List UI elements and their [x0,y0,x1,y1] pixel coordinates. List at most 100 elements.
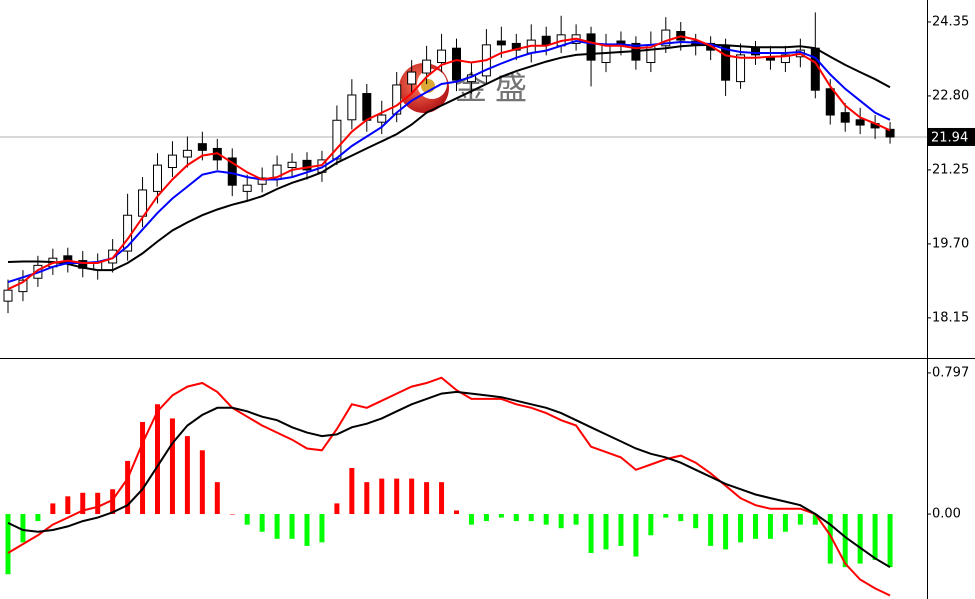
y-tick-label: 24.35 [932,14,969,29]
macd-histogram-bar [199,450,205,515]
macd-histogram-bar [872,514,878,561]
candle-body [661,29,671,47]
candle-body [18,279,28,293]
macd-histogram-bar [782,514,788,532]
y-tick-label: 22.80 [932,88,969,103]
macd-histogram-bar [140,421,146,515]
last-price-box [928,127,975,146]
macd-histogram-bar [214,482,220,515]
candle-body [825,88,835,116]
candle-body [541,35,551,46]
macd-histogram-bar [723,514,729,550]
candle-body [452,47,461,81]
macd-histogram-bar [827,514,833,564]
candle-body [197,143,207,151]
macd-histogram-bar [857,514,863,564]
macd-histogram-bar [379,478,385,515]
y-tick-label: 21.25 [932,162,969,177]
candle-body [287,161,297,169]
macd-histogram-bar [409,478,415,515]
candle-body [496,40,506,46]
macd-histogram-bar [274,514,280,539]
macd-histogram-bar [543,514,549,525]
macd-histogram-bar [633,514,639,557]
candle-body [257,177,267,185]
candle-body [422,59,432,74]
macd-histogram-bar [169,418,175,515]
macd-histogram-bar [738,514,744,543]
indicator-line [7,376,891,597]
macd-histogram-bar [693,514,699,529]
macd-histogram-bar [498,514,504,518]
macd-histogram-bar [842,514,848,568]
macd-histogram-bar [663,514,669,518]
macd-histogram-bar [439,482,445,515]
macd-histogram-bar [753,514,758,539]
macd-histogram-bar [125,460,131,515]
indicator-line [7,39,891,284]
macd-histogram-bar [797,514,803,525]
macd-histogram-bar [304,514,310,546]
macd-histogram-bar [244,514,250,525]
macd-histogram-bar [319,514,325,543]
macd-histogram-bar [513,514,519,522]
y-tick-label: 0.797 [932,365,969,380]
watermark: 金盛 [399,63,527,113]
macd-histogram-bar [483,514,489,522]
candle-body [153,164,162,192]
macd-histogram-bar [334,503,340,515]
macd-histogram-bar [528,514,534,522]
macd-histogram-bar [558,514,564,529]
candle-body [392,84,402,115]
macd-histogram-bar [708,514,714,546]
indicator-line [7,43,891,272]
candle-body [721,45,731,81]
macd-histogram-bar [394,478,400,515]
candle-body [751,47,760,56]
candle-body [855,119,865,126]
candle-body [810,47,820,91]
candle-body [332,119,342,160]
macd-histogram-bar [887,514,893,568]
candle-body [182,149,192,158]
macd-histogram-bar [364,482,370,515]
macd-histogram-bar [648,514,654,536]
macd-histogram-bar [95,492,101,515]
candle-body [377,114,387,123]
candle-body [167,154,177,169]
candle-body [840,112,850,123]
macd-histogram-bar [454,510,459,515]
macd-histogram-bar [767,514,773,539]
macd-histogram-bar [349,467,355,515]
candle-body [362,93,372,121]
macd-histogram-bar [259,514,265,532]
macd-histogram-bar [468,514,474,525]
macd-histogram-bar [110,489,116,515]
macd-histogram-bar [65,496,71,515]
indicator-line [7,35,891,291]
candle-body [736,54,746,83]
last-price-label: 21.94 [931,130,968,145]
candle-body [242,184,252,192]
candle-body [407,71,417,85]
y-tick-label: 19.70 [932,236,969,251]
macd-histogram-bar [812,514,818,525]
candle-body [780,54,790,64]
macd-histogram-bar [588,514,594,553]
candle-body [885,128,895,138]
macd-histogram-bar [184,436,190,515]
candle-body [3,289,13,302]
candle-body [302,159,312,171]
macd-histogram-bar [50,503,56,515]
macd-histogram-bar [20,514,26,543]
y-tick-label: 0.00 [932,507,961,522]
candle-body [437,49,447,64]
macd-histogram-bar [229,514,235,515]
macd-histogram-bar [678,514,684,522]
macd-histogram-bar [5,514,11,575]
y-tick-label: 18.15 [932,310,969,325]
macd-histogram-bar [573,514,579,525]
macd-histogram-bar [289,514,295,539]
